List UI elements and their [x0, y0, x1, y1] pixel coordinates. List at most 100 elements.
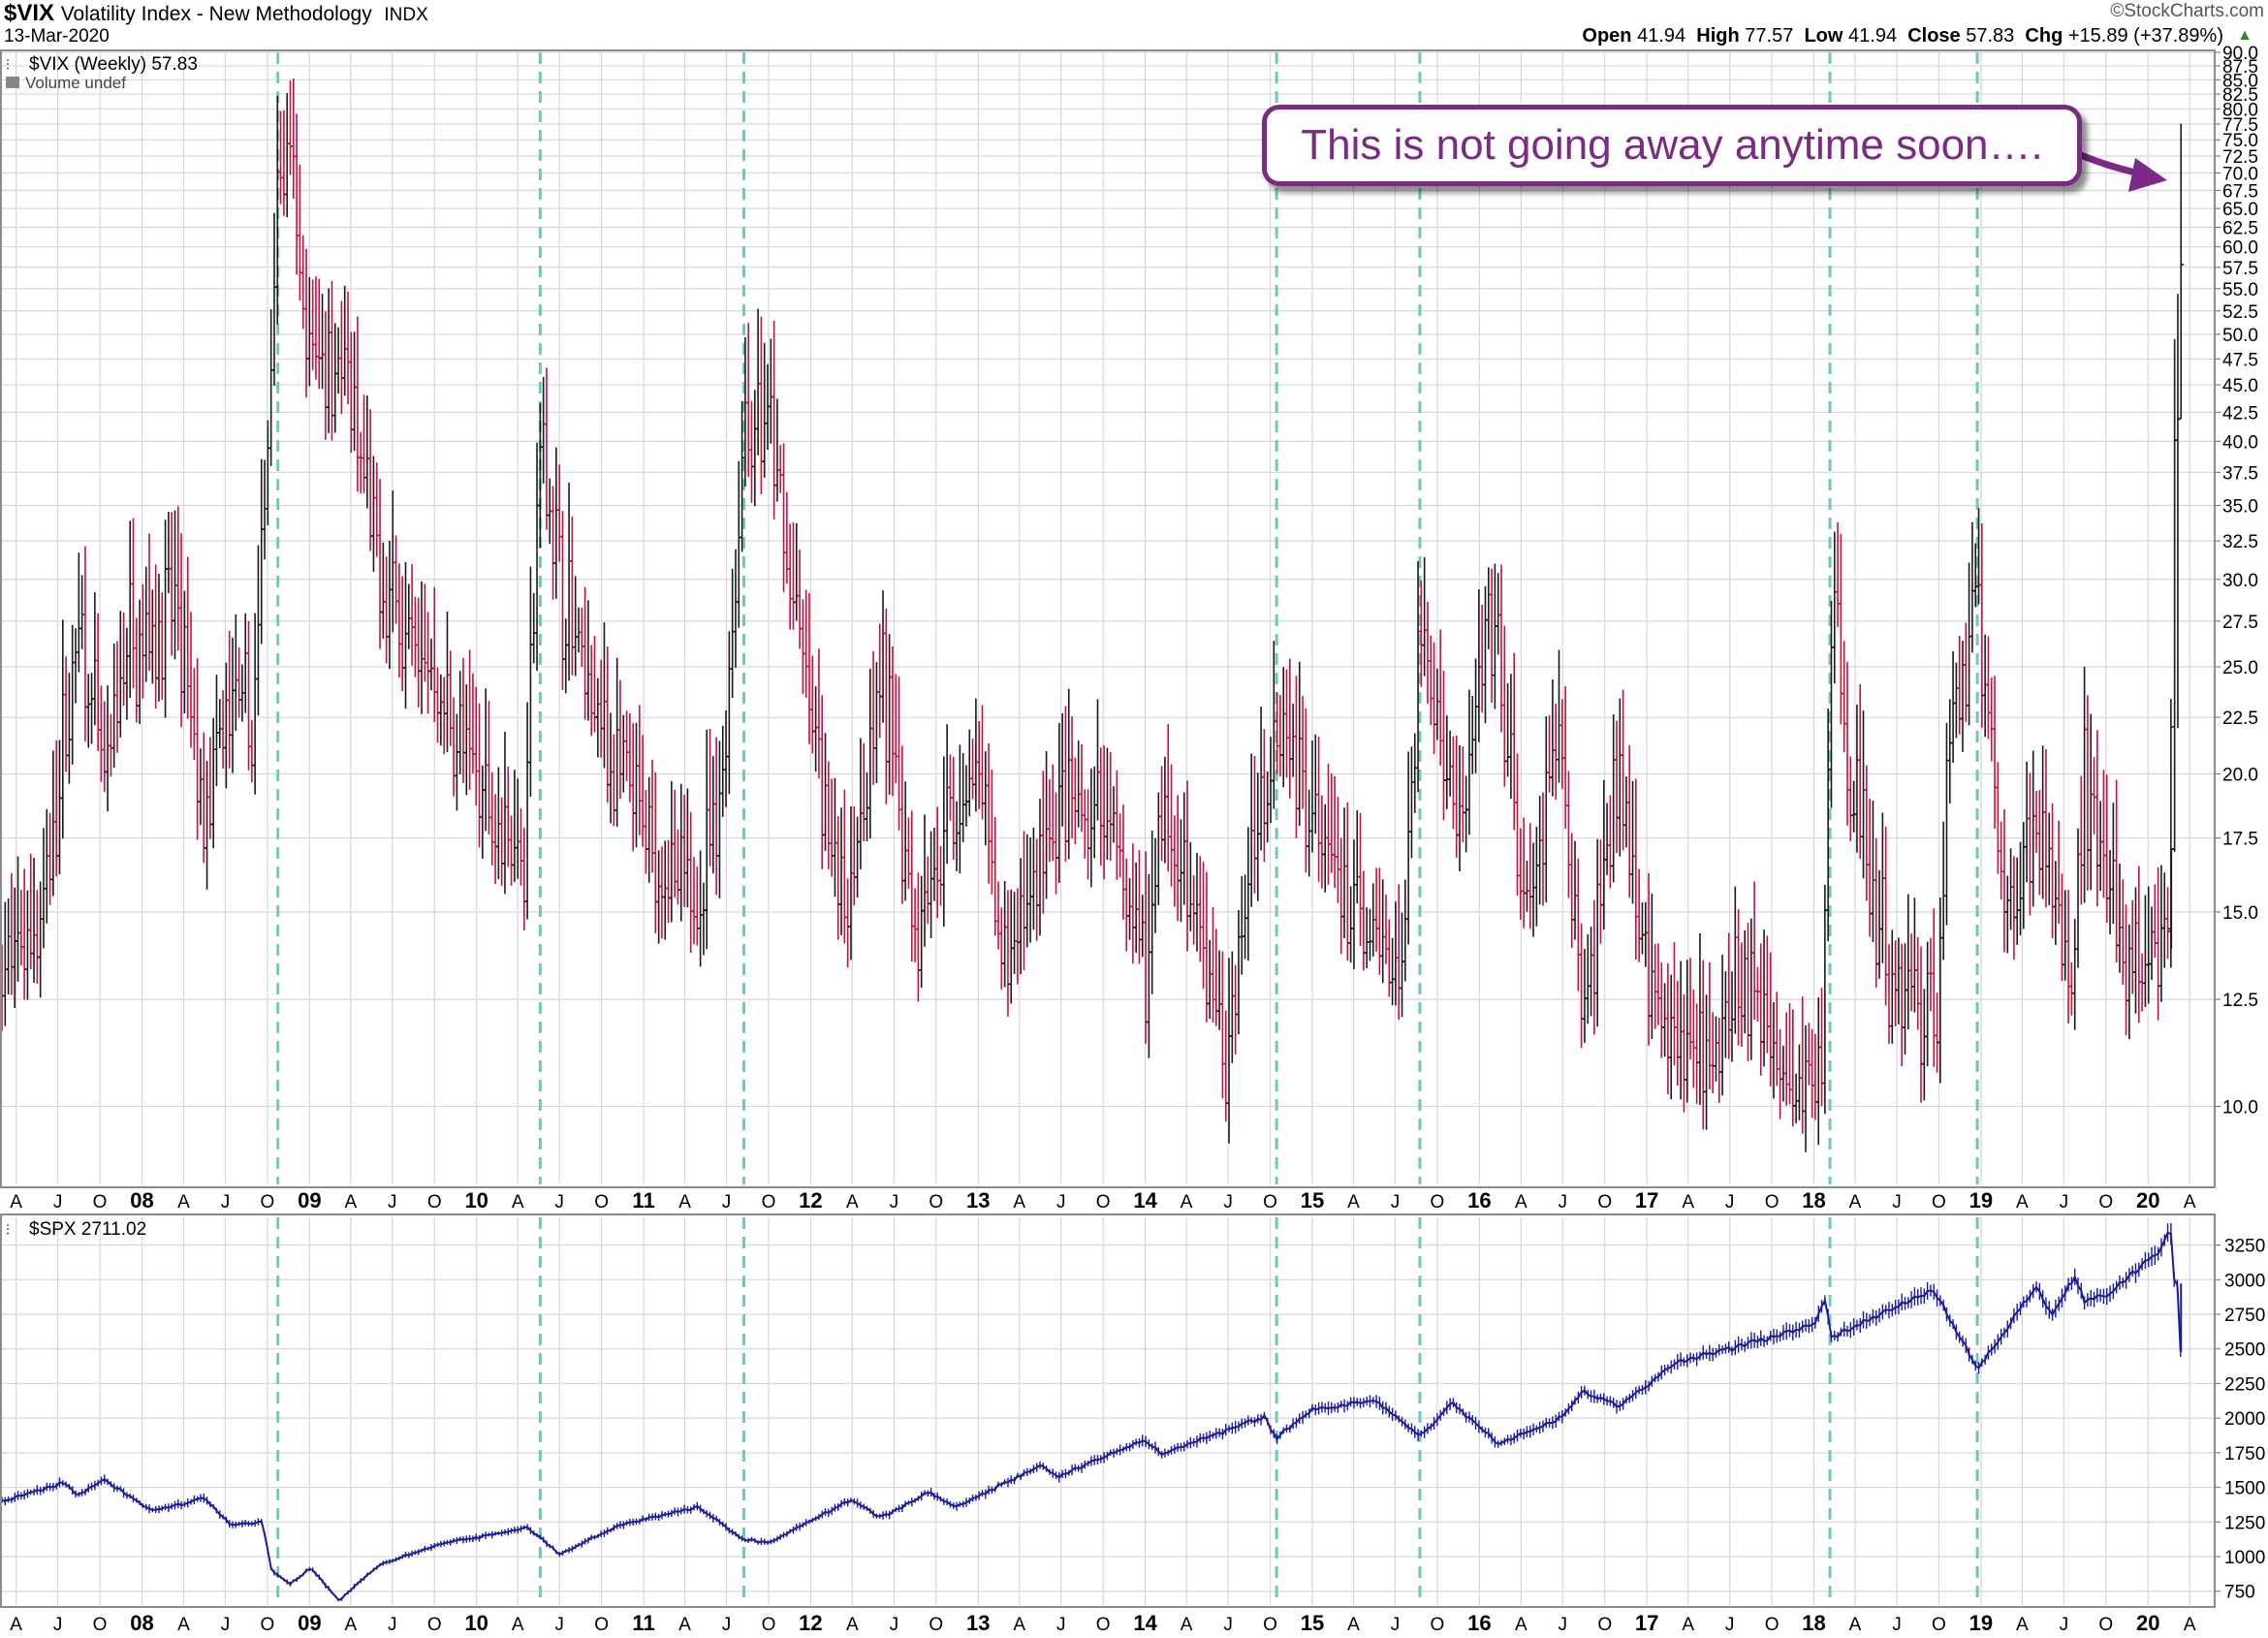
vix-x-tick-label: 18: [1802, 1188, 1825, 1213]
spx-x-tick-label: J: [221, 1615, 231, 1635]
spx-x-tick-label: A: [678, 1615, 691, 1635]
vix-x-tick-label: O: [1096, 1192, 1111, 1213]
spx-event-markers: [276, 1217, 1979, 1605]
spx-x-tick-label: A: [2184, 1615, 2196, 1635]
change-up-icon: ▲: [2237, 27, 2252, 44]
spx-x-tick-label: A: [1181, 1615, 1193, 1635]
vix-x-tick-label: A: [1347, 1192, 1360, 1213]
vix-panel-frame: [0, 49, 2216, 1188]
vix-x-tick-label: J: [388, 1192, 397, 1213]
vix-y-tick-label: 35.0: [2222, 496, 2258, 517]
vix-y-tick-label: 42.5: [2222, 403, 2258, 424]
low-value: 41.94: [1848, 25, 1898, 47]
annotation-callout: This is not going away anytime soon….: [1262, 105, 2082, 186]
vix-x-tick-label: J: [554, 1192, 564, 1213]
vix-y-tick-label: 65.0: [2222, 200, 2258, 220]
vix-y-tick-label: 60.0: [2222, 238, 2258, 259]
vix-x-tick-label: O: [762, 1192, 776, 1213]
vix-y-tick-label: 47.5: [2222, 350, 2258, 370]
vix-x-tick-label: 09: [298, 1188, 321, 1213]
vix-x-tick-label: O: [260, 1192, 274, 1213]
vix-x-tick-label: J: [1559, 1192, 1568, 1213]
vix-x-tick-label: J: [221, 1192, 231, 1213]
high-label: High: [1696, 25, 1740, 47]
spx-grid: [2, 1217, 2215, 1605]
vix-y-tick-label: 45.0: [2222, 376, 2258, 396]
vix-y-tick-label: 80.0: [2222, 100, 2258, 120]
spx-x-tick-label: O: [1263, 1615, 1277, 1635]
vix-series-legend: $VIX (Weekly) 57.83: [29, 54, 198, 75]
vix-y-tick-label: 57.5: [2222, 259, 2258, 279]
vix-y-tick-label: 17.5: [2222, 830, 2258, 850]
spx-x-tick-label: 17: [1635, 1611, 1658, 1635]
spx-y-tick-label: 3250: [2224, 1237, 2265, 1257]
spx-series-legend: $SPX 2711.02: [29, 1219, 146, 1240]
spx-x-tick-label: A: [1013, 1615, 1025, 1635]
spx-x-tick-label: 14: [1133, 1611, 1157, 1635]
vix-x-tick-label: J: [1391, 1192, 1401, 1213]
high-value: 77.57: [1745, 25, 1794, 47]
vix-y-tick-label: 67.5: [2222, 181, 2258, 202]
spx-x-tick-label: A: [177, 1615, 190, 1635]
vix-x-tick-label: A: [177, 1192, 190, 1213]
open-label: Open: [1582, 25, 1632, 47]
vix-x-tick-label: 17: [1635, 1188, 1658, 1213]
vix-x-tick-label: O: [1932, 1192, 1946, 1213]
vix-bar-legend-icon: ⫶: [6, 57, 10, 74]
spx-x-tick-label: 20: [2136, 1611, 2159, 1635]
spx-y-tick-label: 750: [2224, 1583, 2255, 1603]
vix-x-tick-label: O: [93, 1192, 108, 1213]
vix-y-tick-label: 32.5: [2222, 532, 2258, 552]
vix-x-tick-label: J: [2060, 1192, 2069, 1213]
spx-y-tick-label: 2750: [2224, 1306, 2265, 1326]
vix-x-tick-label: 20: [2136, 1188, 2159, 1213]
exchange: INDX: [384, 5, 428, 25]
spx-panel-frame: [0, 1213, 2216, 1608]
spx-y-tick-label: 1750: [2224, 1444, 2265, 1465]
spx-x-tick-label: J: [890, 1615, 899, 1635]
vix-x-tick-label: J: [1056, 1192, 1066, 1213]
spx-x-tick-label: 13: [966, 1611, 990, 1635]
spx-x-tick-label: J: [1391, 1615, 1401, 1635]
spx-y-tick-label: 3000: [2224, 1271, 2265, 1291]
spx-x-tick-label: 09: [298, 1611, 321, 1635]
low-label: Low: [1804, 25, 1843, 47]
vix-x-tick-label: O: [1263, 1192, 1277, 1213]
vix-y-tick-label: 82.5: [2222, 85, 2258, 106]
volume-legend: Volume undef: [25, 74, 126, 92]
vix-x-tick-label: O: [594, 1192, 609, 1213]
vix-x-tick-label: A: [1682, 1192, 1694, 1213]
spx-line: [1, 1231, 2182, 1601]
spx-x-tick-label: A: [1682, 1615, 1694, 1635]
spx-x-tick-label: O: [1597, 1615, 1612, 1635]
vix-y-axis: 90.087.585.082.580.077.575.072.570.067.5…: [2215, 44, 2258, 1118]
vix-x-tick-label: O: [427, 1192, 442, 1213]
spx-x-tick-label: O: [427, 1615, 442, 1635]
brand-label: ©StockCharts.com: [2110, 1, 2264, 21]
vix-x-tick-label: A: [678, 1192, 691, 1213]
spx-x-tick-label: O: [93, 1615, 108, 1635]
spx-y-tick-label: 1250: [2224, 1513, 2265, 1533]
vix-y-tick-label: 85.0: [2222, 71, 2258, 91]
spx-x-tick-label: J: [554, 1615, 564, 1635]
vix-y-tick-label: 15.0: [2222, 903, 2258, 924]
vix-x-tick-label: O: [1597, 1192, 1612, 1213]
vix-x-tick-label: A: [512, 1192, 524, 1213]
spx-x-tick-label: 18: [1802, 1611, 1825, 1635]
vix-x-tick-label: O: [929, 1192, 943, 1213]
open-value: 41.94: [1637, 25, 1686, 47]
vix-y-tick-label: 70.0: [2222, 164, 2258, 184]
vix-grid: [2, 51, 2215, 1184]
vix-y-tick-label: 62.5: [2222, 218, 2258, 238]
spx-x-tick-label: J: [1559, 1615, 1568, 1635]
vix-event-markers: [276, 52, 1979, 1184]
vix-x-tick-label: 10: [464, 1188, 488, 1213]
vix-x-tick-label: J: [722, 1192, 732, 1213]
vix-y-tick-label: 30.0: [2222, 571, 2258, 591]
vix-x-tick-label: J: [1223, 1192, 1233, 1213]
vix-y-tick-label: 20.0: [2222, 765, 2258, 785]
spx-x-tick-label: 19: [1969, 1611, 1993, 1635]
spx-x-tick-label: A: [2016, 1615, 2029, 1635]
vix-y-tick-label: 22.5: [2222, 709, 2258, 729]
